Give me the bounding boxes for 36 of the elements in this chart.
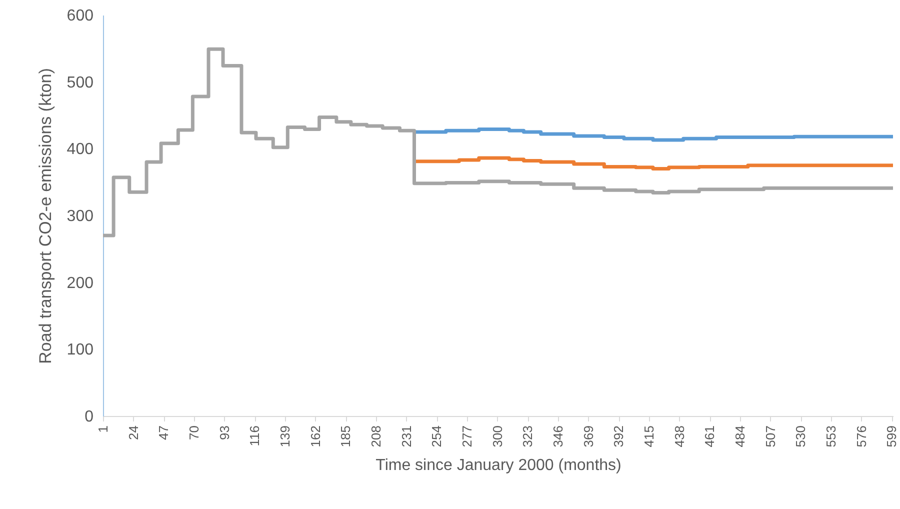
x-tick-label: 300 [490,426,505,448]
x-tick-label: 254 [429,426,444,448]
x-tick-label: 93 [216,426,232,440]
x-tick-label: 116 [247,426,262,446]
y-tick-label: 500 [66,74,94,92]
y-tick-label: 100 [66,342,94,359]
x-tick-label: 231 [398,426,414,448]
x-tick-label: 461 [702,426,718,448]
x-tick-label: 553 [824,426,839,448]
x-tick-label: 392 [611,426,626,448]
x-tick-label: 70 [186,426,202,440]
x-tick-label: 438 [672,426,687,448]
x-tick-label: 185 [338,426,354,448]
y-tick-label: 400 [66,141,94,158]
y-tick-label: 200 [66,274,94,292]
x-tick-label: 599 [884,426,900,448]
x-tick-label: 369 [580,426,596,448]
x-tick-label: 208 [368,426,384,448]
x-tick-label: 1 [96,426,110,433]
x-tick-label: 47 [156,426,172,440]
x-tick-label: 139 [278,426,293,448]
x-axis-title: Time since January 2000 (months) [376,457,622,474]
x-tick-label: 484 [732,426,748,448]
x-tick-label: 415 [642,426,657,448]
x-tick-label: 346 [550,426,566,448]
y-tick-label: 300 [66,208,94,225]
x-tick-label: 277 [460,426,475,448]
y-tick-label: 600 [66,8,94,24]
x-tick-label: 162 [308,426,323,448]
x-tick-label: 323 [520,426,536,448]
x-tick-label: 507 [762,426,778,448]
x-tick-label: 24 [126,426,141,440]
x-tick-label: 530 [793,426,808,448]
y-axis-title: Road transport CO2-e emissions (kton) [36,68,55,364]
x-tick-label: 576 [854,426,869,448]
y-tick-label: 0 [84,408,94,426]
